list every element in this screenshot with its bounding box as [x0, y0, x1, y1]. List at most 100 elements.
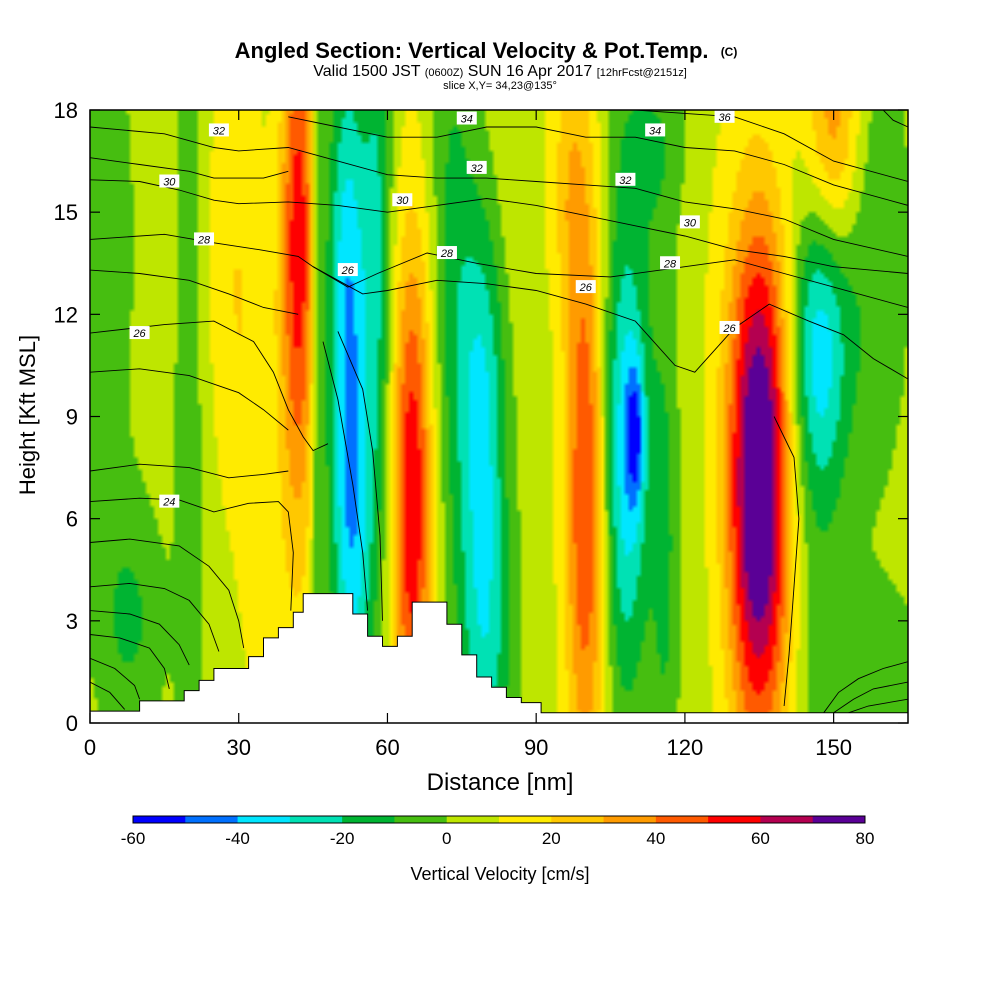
contour-label: 34 — [645, 123, 666, 137]
colorbar-swatch — [185, 816, 239, 823]
theta-contour-36 — [635, 110, 908, 182]
contour-label: 26 — [719, 320, 740, 335]
svg-text:32: 32 — [471, 163, 483, 175]
contour-label: 32 — [466, 160, 487, 175]
contour-label: 30 — [159, 174, 180, 189]
theta-contour-18 — [90, 610, 190, 666]
svg-text:26: 26 — [341, 265, 355, 277]
contour-label: 36 — [714, 110, 735, 124]
theta-contour-14 — [90, 657, 141, 700]
colorbar-tick-label: 40 — [646, 829, 665, 848]
colorbar-label: Vertical Velocity [cm/s] — [410, 864, 589, 884]
theta-contour-32 — [90, 157, 289, 179]
theta-contour-30 — [90, 179, 908, 274]
contour-label: 34 — [456, 111, 477, 126]
contour-label: 24 — [159, 494, 180, 509]
theta-contour-26 — [337, 331, 383, 621]
x-tick-label: 90 — [524, 735, 548, 760]
vertical-velocity-field — [90, 110, 908, 723]
svg-text:34: 34 — [461, 114, 473, 126]
colorbar-tick-label: -40 — [225, 829, 250, 848]
x-axis-label: Distance [nm] — [427, 769, 574, 796]
contour-labels: 24 26 28 30 32 26 30 28 32 34 26 32 34 28 30 26 36 — [129, 110, 740, 509]
theta-contour-26 — [90, 368, 289, 431]
y-tick-label: 15 — [54, 200, 78, 225]
y-tick-label: 12 — [54, 302, 78, 327]
y-tick-label: 3 — [66, 609, 78, 634]
y-tick-label: 6 — [66, 507, 78, 532]
colorbar-swatch — [760, 816, 814, 823]
svg-text:28: 28 — [197, 234, 211, 246]
colorbar-tick-label: -60 — [121, 829, 146, 848]
theta-contour-20 — [90, 582, 220, 652]
svg-text:36: 36 — [718, 112, 731, 124]
x-tick-label: 30 — [226, 735, 250, 760]
colorbar-swatch — [342, 816, 395, 823]
y-axis-label: Height [Kft MSL] — [15, 335, 40, 495]
x-tick-label: 120 — [667, 735, 704, 760]
theta-contour-26 — [312, 266, 908, 380]
theta-contour-24 — [823, 661, 908, 714]
contour-label: 28 — [436, 246, 457, 260]
svg-text:32: 32 — [213, 125, 225, 137]
theta-contour-12 — [90, 681, 126, 710]
x-axis-ticks: 0 30 60 90 120 150 — [84, 110, 852, 760]
svg-text:24: 24 — [162, 497, 175, 509]
theta-contour-26 — [90, 320, 329, 452]
copyright-mark: (C) — [721, 45, 738, 59]
svg-text:30: 30 — [163, 177, 176, 189]
contour-label: 32 — [615, 172, 636, 187]
colorbar-swatch — [394, 816, 448, 823]
theta-contour-24 — [90, 497, 294, 611]
contour-label: 28 — [194, 232, 215, 246]
colorbar-swatch — [237, 816, 291, 823]
potential-temperature-contours — [90, 110, 908, 714]
colorbar-swatch — [133, 816, 186, 823]
colorbar-swatch — [499, 816, 552, 823]
theta-contour-24 — [773, 416, 800, 707]
theta-contour-24 — [90, 463, 289, 479]
colorbar: -60 -40 -20 0 20 40 60 80 — [121, 815, 875, 848]
theta-contour-28 — [90, 233, 908, 308]
theta-contour-26 — [882, 110, 908, 128]
svg-text:26: 26 — [722, 323, 736, 335]
contour-label: 30 — [679, 215, 700, 229]
svg-text:30: 30 — [684, 217, 697, 229]
svg-text:28: 28 — [663, 258, 677, 270]
contour-label: 26 — [575, 280, 596, 294]
x-tick-label: 150 — [815, 735, 852, 760]
colorbar-swatch — [551, 816, 605, 823]
contour-label: 32 — [208, 123, 229, 137]
svg-text:30: 30 — [396, 195, 409, 207]
contour-label: 26 — [129, 326, 150, 340]
theta-contour-16 — [90, 634, 170, 690]
svg-text:26: 26 — [579, 282, 593, 294]
contour-label: 28 — [660, 256, 681, 270]
svg-text:26: 26 — [132, 328, 146, 340]
colorbar-tick-label: 80 — [856, 829, 875, 848]
y-tick-label: 18 — [54, 98, 78, 123]
svg-text:28: 28 — [440, 248, 454, 260]
colorbar-swatch — [812, 816, 866, 823]
theta-contour-28 — [90, 269, 299, 315]
svg-text:32: 32 — [619, 175, 631, 187]
contour-label: 26 — [337, 263, 358, 277]
colorbar-swatch — [708, 816, 761, 823]
colorbar-swatch — [446, 816, 500, 823]
colorbar-tick-label: 0 — [442, 829, 451, 848]
colorbar-swatch — [655, 816, 709, 823]
theta-contour-26 — [322, 341, 369, 611]
svg-text:34: 34 — [649, 125, 661, 137]
x-tick-label: 0 — [84, 735, 96, 760]
colorbar-swatch — [603, 816, 657, 823]
colorbar-tick-label: -20 — [330, 829, 355, 848]
theta-contour-34 — [288, 116, 908, 206]
x-tick-label: 60 — [375, 735, 399, 760]
colorbar-tick-label: 20 — [542, 829, 561, 848]
terrain-mask — [90, 593, 908, 723]
y-tick-label: 0 — [66, 711, 78, 736]
colorbar-tick-label: 60 — [751, 829, 770, 848]
chart-title: Angled Section: Vertical Velocity & Pot.… — [235, 38, 738, 63]
